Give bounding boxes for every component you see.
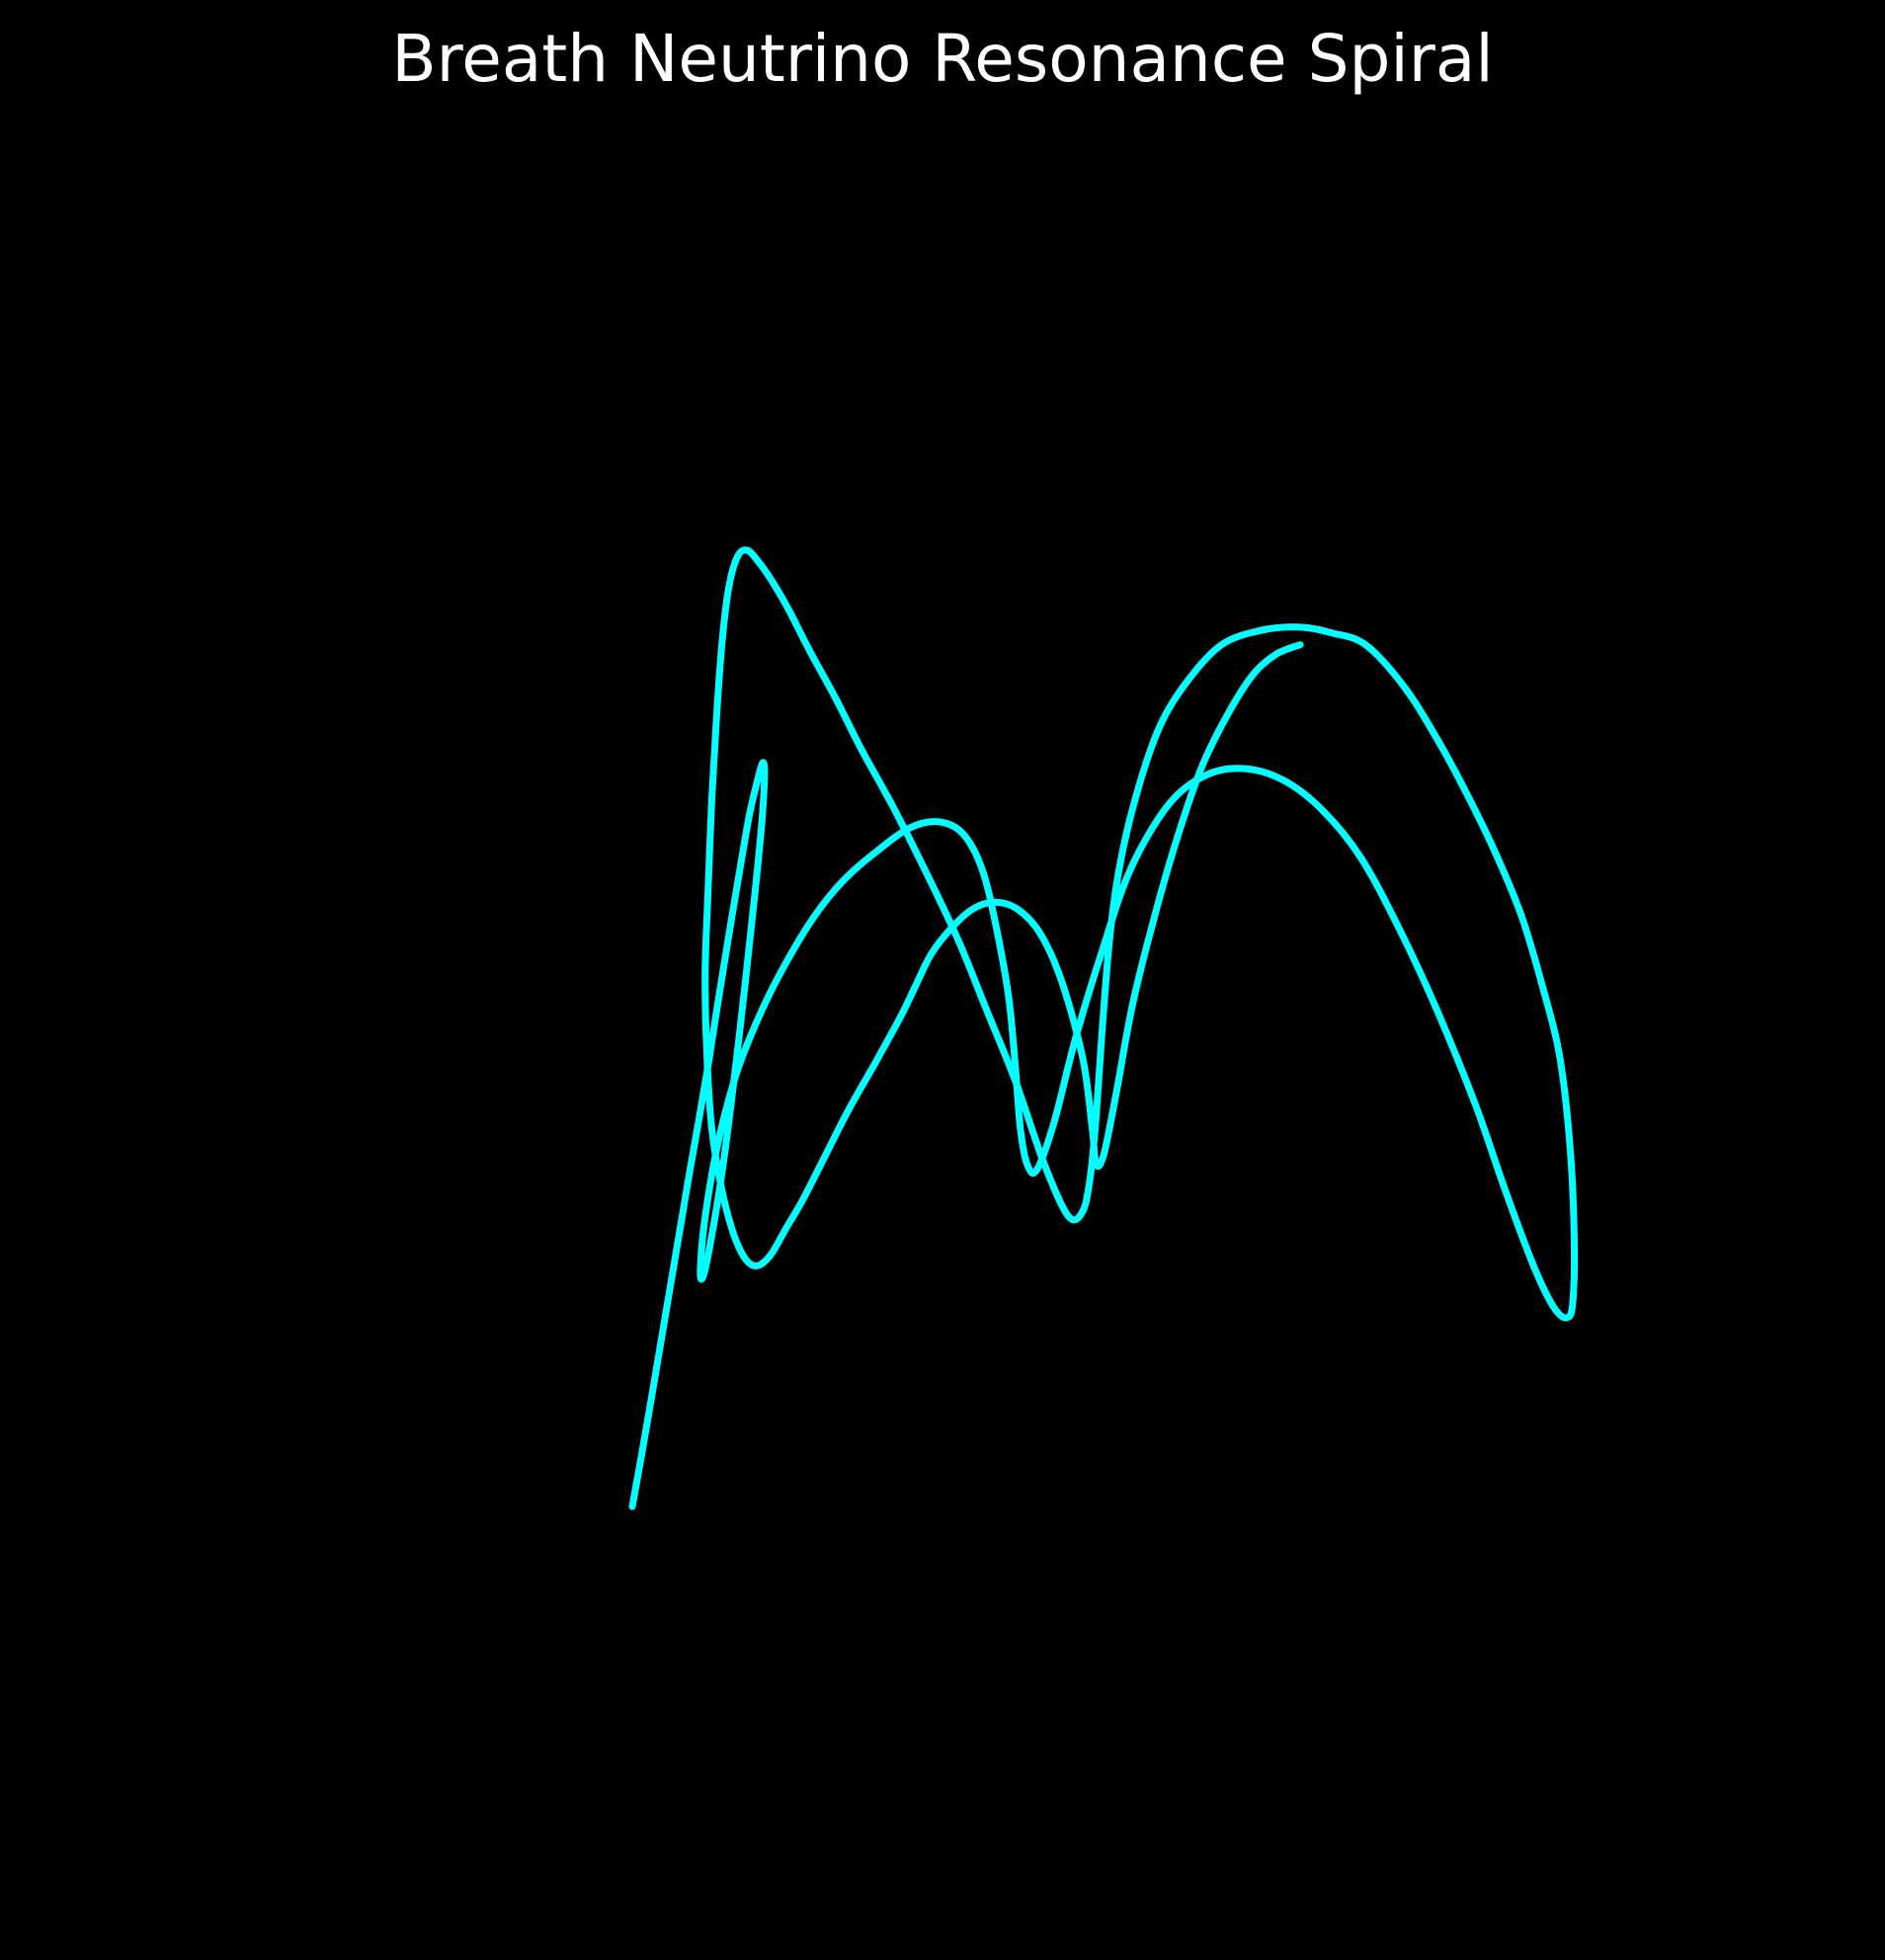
- series-line-0: [628, 546, 1579, 1511]
- chart-title: Breath Neutrino Resonance Spiral: [391, 21, 1494, 97]
